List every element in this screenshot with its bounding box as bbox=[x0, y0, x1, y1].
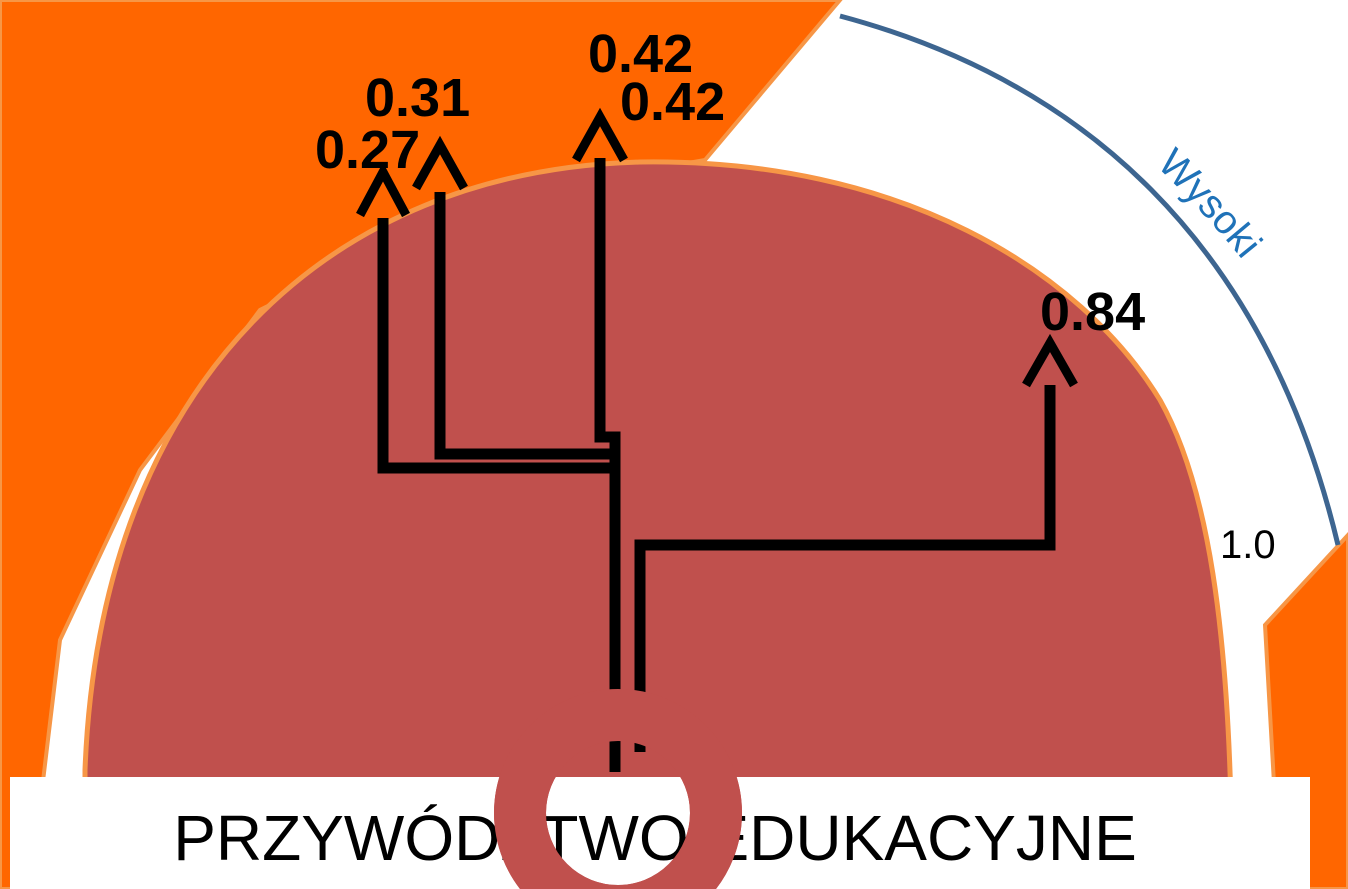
branch-line-2 bbox=[434, 192, 615, 460]
indicator-label-1: 0.27 bbox=[315, 120, 420, 180]
red-dome bbox=[82, 159, 1235, 889]
branch-line-1 bbox=[377, 218, 615, 474]
indicator-tree bbox=[377, 158, 1056, 772]
branch-line-3 bbox=[594, 158, 621, 452]
arrowhead-4 bbox=[1022, 333, 1078, 388]
arrowheads bbox=[356, 107, 1078, 388]
branch-line-4 bbox=[634, 385, 1056, 752]
title-band bbox=[10, 777, 1310, 889]
arrowhead-3 bbox=[572, 107, 628, 163]
scale-max-label: 1.0 bbox=[1220, 523, 1276, 567]
indicator-label-5: 0.84 bbox=[1040, 282, 1145, 342]
indicator-label-3: 0.42 bbox=[588, 24, 693, 84]
arrowhead-2 bbox=[412, 135, 468, 191]
indicator-label-2: 0.31 bbox=[365, 68, 470, 128]
root-ring-overlay bbox=[494, 689, 742, 889]
outer-arc bbox=[839, 13, 1341, 546]
page-title: PRZYWÓDZTWO EDUKACYJNE bbox=[173, 802, 1137, 874]
arrowhead-1 bbox=[356, 162, 410, 218]
indicator-label-4: 0.42 bbox=[620, 72, 725, 132]
